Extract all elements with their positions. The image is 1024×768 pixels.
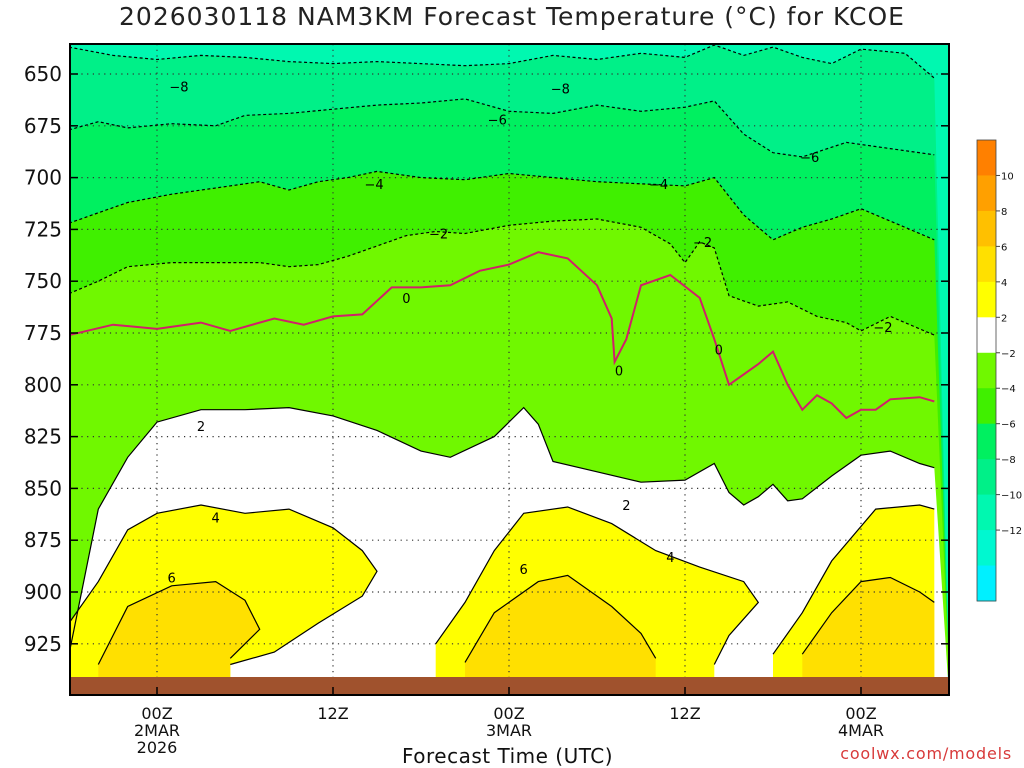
contour-label-17: 6 (520, 563, 528, 578)
contour-line-4-8 (772, 504, 935, 655)
contour-label-5: −4 (649, 178, 668, 193)
y-tick-label-875: 875 (24, 528, 62, 552)
chart-title: 2026030118 NAM3KM Forecast Temperature (… (119, 2, 905, 31)
x-tick-label-0-0: 00Z (141, 704, 172, 723)
band-fill-warm-6-2 (802, 577, 935, 695)
y-tick-label-750: 750 (24, 269, 62, 293)
y-tick-label-700: 700 (24, 166, 62, 190)
y-tick-label-725: 725 (24, 217, 62, 241)
colorbar-swatch-1 (977, 175, 996, 212)
colorbar-label-4: 4 (1001, 278, 1007, 289)
x-tick-label-48-0: 00Z (845, 704, 876, 723)
contour-label-8: −2 (873, 321, 892, 336)
colorbar-swatch-9 (977, 459, 996, 496)
contour-label-4: −4 (364, 178, 383, 193)
contour-label-0: −8 (169, 80, 188, 95)
colorbar-swatch-8 (977, 423, 996, 460)
contour-line-4-7 (435, 506, 760, 665)
contour-label-12: 2 (197, 420, 205, 435)
y-tick-label-650: 650 (24, 62, 62, 86)
contour-label-7: −2 (693, 236, 712, 251)
x-tick-label-48-1: 4MAR (838, 721, 884, 740)
y-tick-label-800: 800 (24, 373, 62, 397)
contour-line-6-11 (801, 576, 935, 655)
colorbar-swatch-6 (977, 352, 996, 389)
x-tick-label-0-1: 2MAR (134, 721, 180, 740)
y-tick-label-850: 850 (24, 476, 62, 500)
contour-line-0-4 (70, 251, 935, 420)
colorbar-swatch-12 (977, 565, 996, 602)
contour-label-14: 4 (212, 511, 220, 526)
contour-line-minus2-3 (70, 218, 935, 336)
colorbar-frame (976, 139, 997, 602)
contour-line-minus6-1 (70, 98, 935, 158)
contour-line-2-5 (70, 406, 935, 653)
band-fill-warm-6-1 (465, 575, 656, 695)
contour-label-11: 0 (715, 344, 723, 359)
colorbar-swatch-5 (977, 317, 996, 354)
contour-label-13: 2 (622, 499, 630, 514)
colorbar-label-6: 6 (1001, 242, 1007, 253)
x-tick-label-24-0: 00Z (493, 704, 524, 723)
colorbar-label--12: −12 (1001, 526, 1022, 537)
site-credit: coolwx.com/models (840, 744, 1012, 763)
colorbar-label--8: −8 (1001, 455, 1016, 466)
contour-line-6-9 (97, 580, 261, 665)
colorbar-label--2: −2 (1001, 349, 1016, 360)
x-tick-label-12-0: 12Z (317, 704, 348, 723)
colorbar-swatch-0 (977, 140, 996, 176)
contour-line-minus4-2 (70, 170, 935, 241)
contour-label-1: −8 (551, 83, 570, 98)
contour-label-15: 4 (666, 551, 674, 566)
y-tick-label-925: 925 (24, 632, 62, 656)
ground-terrain (70, 677, 949, 695)
colorbar-swatch-4 (977, 281, 996, 318)
contour-line-6-10 (464, 574, 657, 663)
contour-label-3: −6 (800, 151, 819, 166)
colorbar-label--6: −6 (1001, 420, 1016, 431)
colorbar-label--4: −4 (1001, 384, 1016, 395)
band-fill-warm-6-0 (98, 581, 260, 695)
colorbar-swatch-3 (977, 246, 996, 283)
colorbar-swatch-10 (977, 494, 996, 531)
contour-label-10: 0 (615, 364, 623, 379)
colorbar-swatch-2 (977, 210, 996, 247)
contour-label-16: 6 (168, 571, 176, 586)
contour-label-2: −6 (488, 114, 507, 129)
colorbar-label--10: −10 (1001, 491, 1022, 502)
contour-line-minus8-0 (70, 44, 935, 79)
y-tick-label-825: 825 (24, 425, 62, 449)
contour-line-4-6 (70, 504, 378, 666)
contour-label-9: 0 (402, 292, 410, 307)
colorbar-swatch-11 (977, 530, 996, 567)
x-axis-label: Forecast Time (UTC) (402, 744, 614, 768)
y-tick-label-675: 675 (24, 114, 62, 138)
colorbar-label-10: 10 (1001, 171, 1014, 182)
y-tick-label-900: 900 (24, 580, 62, 604)
x-tick-label-36-0: 12Z (669, 704, 700, 723)
contour-label-6: −2 (429, 228, 448, 243)
x-tick-label-0-2: 2026 (137, 738, 178, 757)
colorbar-label-8: 8 (1001, 207, 1007, 218)
y-tick-label-775: 775 (24, 321, 62, 345)
colorbar-label-2: 2 (1001, 313, 1007, 324)
x-tick-label-24-1: 3MAR (486, 721, 532, 740)
colorbar-swatch-7 (977, 388, 996, 425)
